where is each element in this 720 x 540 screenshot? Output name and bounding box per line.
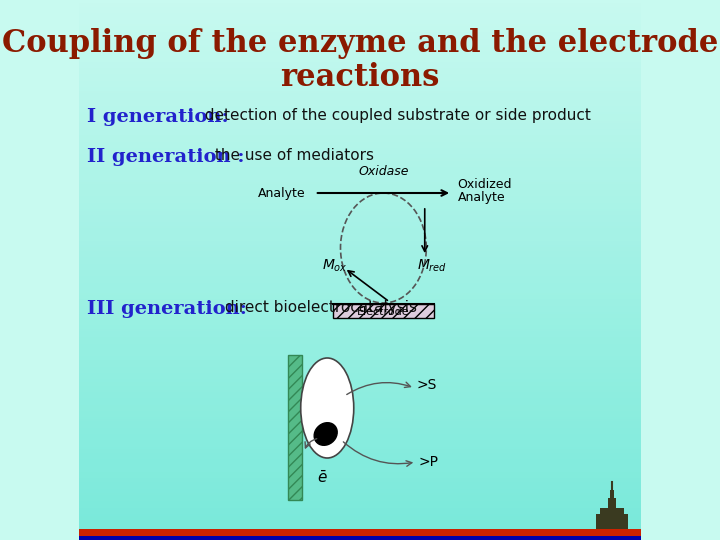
Bar	[596, 514, 603, 532]
Bar	[608, 498, 616, 510]
Text: Analyte: Analyte	[258, 186, 305, 199]
Text: I generation:: I generation:	[87, 108, 229, 126]
Bar	[79, 529, 641, 536]
Text: $M_{ox}$: $M_{ox}$	[322, 258, 348, 274]
Ellipse shape	[314, 423, 337, 445]
Text: Analyte: Analyte	[457, 192, 505, 205]
Text: Oxidized: Oxidized	[457, 179, 512, 192]
Bar	[611, 490, 613, 500]
Text: Electrode: Electrode	[357, 307, 410, 317]
Text: >S: >S	[417, 378, 437, 392]
Ellipse shape	[301, 358, 354, 458]
Text: $M_{red}$: $M_{red}$	[417, 258, 447, 274]
Text: the use of mediators: the use of mediators	[210, 148, 374, 163]
Text: II generation :: II generation :	[87, 148, 245, 166]
Bar	[79, 536, 641, 540]
Text: Coupling of the enzyme and the electrode: Coupling of the enzyme and the electrode	[2, 28, 718, 59]
Bar	[288, 355, 302, 500]
Text: $\bar{e}$: $\bar{e}$	[318, 470, 328, 486]
Text: Oxidase: Oxidase	[358, 165, 409, 178]
Text: direct bioelectrocatalysis: direct bioelectrocatalysis	[220, 300, 417, 315]
Bar	[621, 514, 628, 532]
Text: III generation:: III generation:	[87, 300, 247, 318]
Bar	[333, 304, 434, 318]
Text: reactions: reactions	[280, 62, 440, 93]
Text: detection of the coupled substrate or side product: detection of the coupled substrate or si…	[194, 108, 590, 123]
Bar	[600, 508, 624, 536]
Text: >P: >P	[418, 455, 438, 469]
